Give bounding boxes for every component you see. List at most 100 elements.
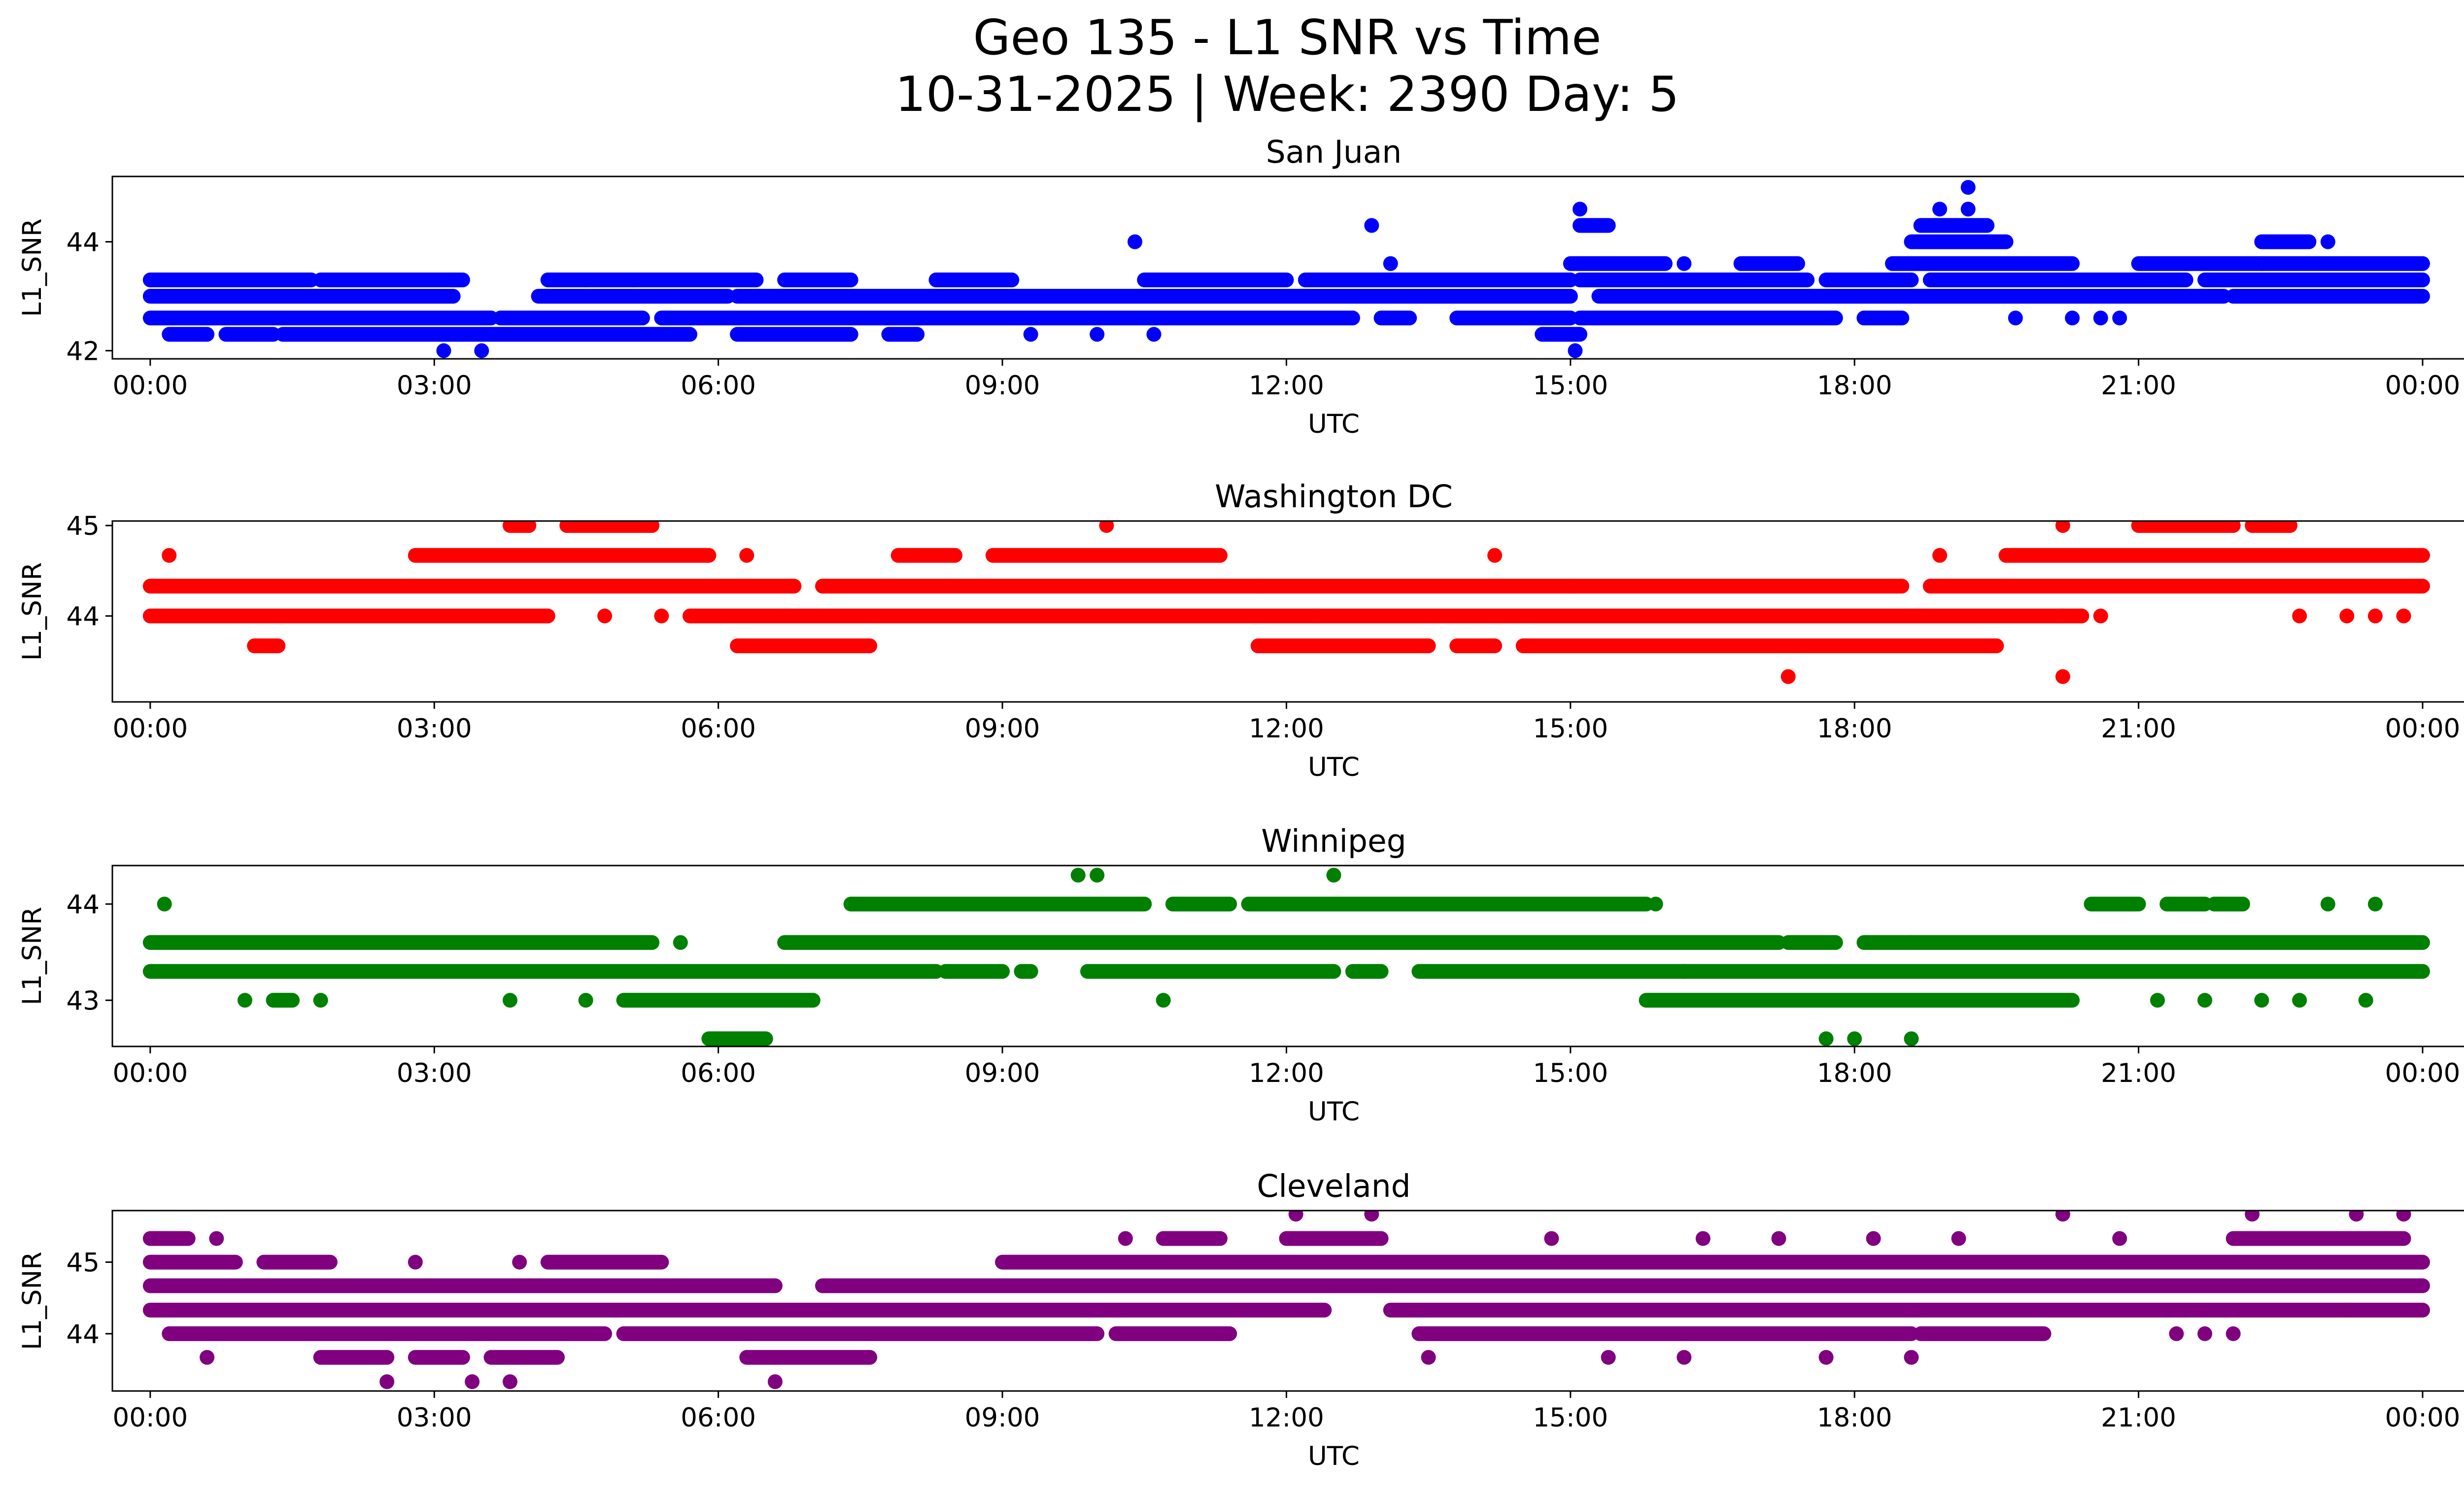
data-point: [2320, 897, 2335, 912]
data-point: [152, 1231, 168, 1246]
data-point: [2112, 1231, 2127, 1246]
panel-san-juan: San Juan 00:00 03:00 06:00 09:00 12:00 15:00 18…: [17, 134, 2464, 439]
data-point: [2112, 311, 2127, 326]
axes-frame: [111, 865, 2464, 1047]
data-point: [1771, 1231, 1786, 1246]
data-point: [1023, 327, 1038, 342]
axes-frame: [111, 520, 2464, 703]
data-point: [465, 1374, 480, 1390]
data-marks: [142, 521, 2430, 684]
data-point: [1932, 202, 1948, 217]
data-point: [1487, 548, 1503, 563]
x-tick-label: 15:00: [1533, 1403, 1608, 1433]
data-point: [2358, 993, 2373, 1008]
data-point: [1118, 1231, 1133, 1246]
data-point: [2320, 234, 2335, 249]
data-point: [673, 935, 688, 950]
data-point: [1568, 343, 1583, 358]
y-tick-label: 44: [67, 890, 100, 920]
x-tick-label: 15:00: [1533, 714, 1608, 744]
data-point: [2339, 1302, 2355, 1318]
data-point: [578, 272, 593, 287]
x-tick-label: 09:00: [965, 1403, 1040, 1433]
data-point: [1904, 1031, 1919, 1046]
x-axis-label: UTC: [1308, 409, 1360, 439]
data-point: [1364, 1211, 1379, 1222]
data-point: [1695, 1231, 1711, 1246]
data-point: [1960, 202, 1976, 217]
data-point: [1544, 1231, 1559, 1246]
data-point: [2169, 1326, 2184, 1341]
data-point: [2197, 993, 2213, 1008]
data-point: [2197, 1326, 2213, 1341]
x-tick-label: 21:00: [2101, 714, 2176, 744]
data-point: [2055, 669, 2070, 684]
y-tick-label: 44: [67, 1320, 100, 1350]
data-point: [2367, 897, 2383, 912]
data-point: [1090, 868, 1105, 883]
x-tick-label: 12:00: [1249, 1058, 1324, 1088]
data-point: [200, 1350, 215, 1365]
x-tick-label: 21:00: [2101, 371, 2176, 401]
x-tick-label: 12:00: [1249, 714, 1324, 744]
x-tick-label: 12:00: [1249, 371, 1324, 401]
x-tick-label: 00:00: [112, 714, 188, 744]
data-point: [474, 343, 489, 358]
data-point: [2292, 608, 2307, 624]
data-marks: [142, 1211, 2430, 1390]
x-tick-label: 15:00: [1533, 371, 1608, 401]
y-tick-label: 43: [67, 986, 100, 1016]
data-point: [597, 608, 613, 624]
data-point: [739, 548, 754, 563]
data-point: [2150, 993, 2165, 1008]
x-tick-label: 00:00: [112, 371, 188, 401]
data-point: [1364, 218, 1379, 233]
data-point: [379, 1374, 395, 1390]
data-point: [2339, 608, 2355, 624]
data-point: [1818, 1350, 1834, 1365]
data-point: [512, 1254, 527, 1270]
data-point: [2055, 1211, 2070, 1222]
data-point: [502, 993, 517, 1008]
data-point: [1960, 180, 1976, 195]
x-tick-label: 18:00: [1817, 714, 1892, 744]
data-marks: [142, 180, 2430, 358]
data-point: [1128, 234, 1143, 249]
x-tick-label: 06:00: [681, 371, 756, 401]
data-point: [2055, 521, 2070, 533]
data-point: [2225, 1326, 2241, 1341]
x-tick-label: 18:00: [1817, 1058, 1892, 1088]
data-point: [1573, 202, 1588, 217]
x-tick-label: 09:00: [965, 371, 1040, 401]
data-point: [1951, 1231, 1966, 1246]
x-tick-label: 00:00: [112, 1058, 188, 1088]
x-axis-label: UTC: [1308, 752, 1360, 782]
axes-frame: [111, 1210, 2464, 1392]
data-point: [436, 343, 451, 358]
y-axis-label: L1_SNR: [17, 218, 47, 317]
data-point: [2245, 1211, 2260, 1222]
x-tick-label: 18:00: [1817, 371, 1892, 401]
panel-winnipeg: Winnipeg 00:00 03:00 06:00 09:00 12:00 15:00 18…: [17, 823, 2464, 1127]
y-axis-label: L1_SNR: [17, 907, 47, 1006]
data-point: [2396, 608, 2411, 624]
x-tick-label: 00:00: [2385, 1058, 2461, 1088]
y-tick-label: 44: [67, 602, 100, 632]
data-point: [2008, 311, 2023, 326]
x-tick-label: 09:00: [965, 1058, 1040, 1088]
panel-cleveland: Cleveland 00:00 03:00 06:00 09:00 12:00 15:00 1…: [17, 1168, 2464, 1471]
x-tick-label: 06:00: [681, 1058, 756, 1088]
data-point: [654, 608, 669, 624]
x-tick-label: 03:00: [397, 371, 472, 401]
y-tick-label: 45: [67, 1248, 100, 1278]
x-tick-label: 21:00: [2101, 1403, 2176, 1433]
data-point: [162, 548, 177, 563]
data-point: [2065, 311, 2080, 326]
panel-washington-dc: Washington DC 00:00 03:00 06:00 09:00 12:00 15…: [17, 479, 2464, 782]
data-point: [1601, 1350, 1616, 1365]
data-point: [2367, 608, 2383, 624]
data-point: [1847, 1031, 1862, 1046]
y-axis-label: L1_SNR: [17, 1252, 47, 1350]
data-point: [767, 1374, 783, 1390]
